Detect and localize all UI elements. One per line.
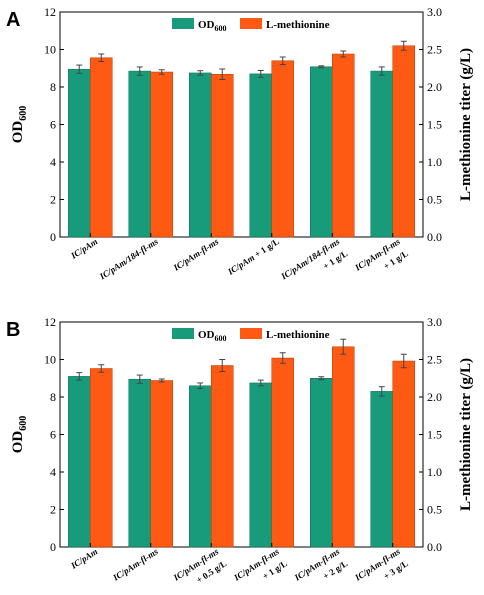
bar-od600 xyxy=(68,376,91,548)
right-axis-title: L-methionine titer (g/L) xyxy=(458,358,474,511)
panel-letter: B xyxy=(6,319,20,341)
bar-l-methionine xyxy=(211,365,234,548)
left-tick-label: 12 xyxy=(44,315,56,329)
category-label: IC/pAm/184-fl-ms xyxy=(97,236,160,282)
bar-l-methionine xyxy=(392,360,415,548)
bar-od600 xyxy=(249,73,272,238)
bar-od600 xyxy=(128,378,151,548)
left-tick-label: 6 xyxy=(50,428,56,442)
legend-label-l-methionine: L-methionine xyxy=(266,19,330,31)
panel-b: B 0 2 4 6 8 10 12 0.0 0.5 1.0 1.5 2.0 2.5 3.0 OD600 L-me… xyxy=(6,315,474,585)
bar-l-methionine xyxy=(332,346,355,548)
bar-od600 xyxy=(68,68,91,238)
bar-l-methionine xyxy=(211,74,234,238)
category-label: IC/pAm-fl-ms xyxy=(171,236,221,273)
bar-od600 xyxy=(310,66,333,238)
right-tick-label: 0.5 xyxy=(427,193,442,207)
legend-label-l-methionine: L-methionine xyxy=(266,329,330,341)
right-tick-label: 1.0 xyxy=(427,465,442,479)
left-axis-title: OD600 xyxy=(10,416,29,454)
bar-l-methionine xyxy=(332,53,355,238)
bar-od600 xyxy=(370,70,393,238)
bar-l-methionine xyxy=(271,60,294,238)
legend-swatch-od600 xyxy=(172,18,194,29)
left-tick-label: 12 xyxy=(44,5,56,19)
right-tick-label: 0.5 xyxy=(427,503,442,517)
right-tick-label: 3.0 xyxy=(427,5,442,19)
bar-od600 xyxy=(189,72,212,238)
bar-od600 xyxy=(189,385,212,548)
left-tick-label: 0 xyxy=(50,230,56,244)
left-tick-label: 4 xyxy=(50,465,56,479)
legend-swatch-od600 xyxy=(172,328,194,339)
legend-label-od600: OD600 xyxy=(198,329,227,343)
plot-frame xyxy=(59,11,424,238)
bar-l-methionine xyxy=(90,368,113,548)
legend-swatch-l-methionine xyxy=(240,18,262,29)
panel-letter: A xyxy=(6,9,20,31)
left-tick-label: 10 xyxy=(44,353,56,367)
left-tick-label: 10 xyxy=(44,43,56,57)
category-label: IC/pAm xyxy=(68,546,99,571)
left-tick-label: 6 xyxy=(50,118,56,132)
left-tick-label: 4 xyxy=(50,155,56,169)
left-tick-label: 2 xyxy=(50,503,56,517)
left-tick-label: 8 xyxy=(50,80,56,94)
bar-od600 xyxy=(370,391,393,548)
left-axis-title: OD600 xyxy=(10,106,29,144)
legend-label-od600: OD600 xyxy=(198,19,227,33)
bar-od600 xyxy=(128,70,151,238)
left-tick-label: 0 xyxy=(50,540,56,554)
right-axis-title: L-methionine titer (g/L) xyxy=(458,48,474,201)
bar-l-methionine xyxy=(150,380,173,548)
bar-l-methionine xyxy=(90,57,113,238)
bar-l-methionine xyxy=(150,71,173,238)
panel-a: A 0 2 4 6 8 10 12 0.0 0.5 1.0 1.5 2.0 2.5 3.0 OD600 L-me… xyxy=(6,5,474,282)
right-tick-label: 1.5 xyxy=(427,428,442,442)
category-label: IC/pAm xyxy=(68,236,99,261)
legend-swatch-l-methionine xyxy=(240,328,262,339)
left-tick-label: 2 xyxy=(50,193,56,207)
bar-od600 xyxy=(310,378,333,548)
right-tick-label: 3.0 xyxy=(427,315,442,329)
right-tick-label: 2.5 xyxy=(427,353,442,367)
left-tick-label: 8 xyxy=(50,390,56,404)
category-label: IC/pAm-fl-ms xyxy=(110,546,160,583)
bar-od600 xyxy=(249,382,272,548)
plot-frame xyxy=(59,321,424,548)
right-tick-label: 2.0 xyxy=(427,390,442,404)
right-tick-label: 0.0 xyxy=(427,230,442,244)
bar-l-methionine xyxy=(271,357,294,548)
category-label: IC/pAm + 1 g/L xyxy=(225,236,281,277)
right-tick-label: 2.0 xyxy=(427,80,442,94)
bar-l-methionine xyxy=(392,45,415,238)
right-tick-label: 2.5 xyxy=(427,43,442,57)
right-tick-label: 0.0 xyxy=(427,540,442,554)
right-tick-label: 1.0 xyxy=(427,155,442,169)
right-tick-label: 1.5 xyxy=(427,118,442,132)
